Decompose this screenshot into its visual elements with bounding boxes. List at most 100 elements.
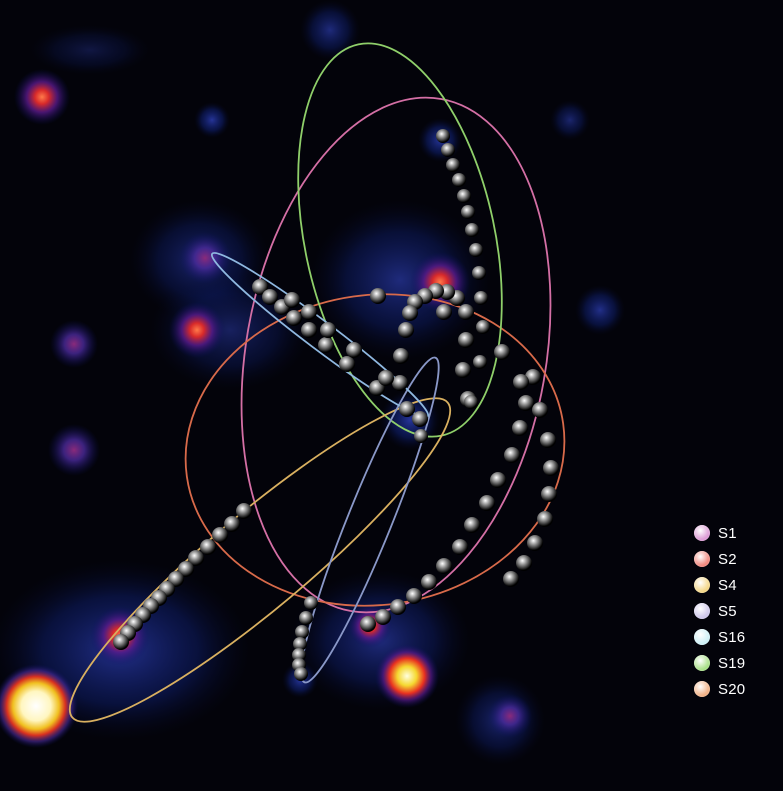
star [169,302,225,358]
star [0,664,78,748]
star [179,232,231,284]
position-dot [378,370,394,386]
position-dot [421,574,437,590]
star [50,320,98,368]
position-dot [540,432,556,448]
s1-positions [360,369,541,632]
position-dot [188,550,204,566]
position-dot [494,344,510,360]
legend-swatch [694,681,710,697]
position-dot [113,634,129,650]
position-dot [441,143,455,157]
orbit-s5 [300,356,440,684]
position-dot [537,511,553,527]
position-dot [299,611,313,625]
s20-positions [370,288,559,587]
position-dot [490,472,506,488]
legend-label: S4 [718,576,737,594]
position-dot [465,223,479,237]
position-dot [457,189,471,203]
position-dot [284,292,300,308]
legend-item-s1: S1 [694,521,774,545]
position-dot [503,571,519,587]
star [194,102,230,138]
legend-label: S19 [718,654,746,672]
position-dot [516,555,532,571]
position-dot [294,667,308,681]
s19-positions [414,129,490,443]
position-dot [360,616,376,632]
position-dot [469,243,483,257]
position-dot [532,402,548,418]
position-dot [398,322,414,338]
position-dot [464,517,480,533]
position-dot [304,596,318,610]
star [48,424,100,476]
position-dot [318,337,334,353]
position-dot [301,304,317,320]
legend-swatch [694,525,710,541]
position-dot [512,420,528,436]
position-dot [436,304,452,320]
position-dot [236,503,252,519]
position-dot [402,305,418,321]
legend-label: S5 [718,602,737,620]
position-dot [473,355,487,369]
position-dot [464,395,478,409]
position-dot [406,588,422,604]
position-dot [527,535,543,551]
position-dot [293,637,307,651]
s4-positions [113,503,252,650]
legend-label: S1 [718,524,737,542]
position-dot [375,609,391,625]
star [488,694,532,738]
legend-item-s4: S4 [694,573,774,597]
position-dot [414,429,428,443]
position-dot [399,401,415,417]
position-dot [543,460,559,476]
position-dot [458,332,474,348]
position-dot [474,291,488,305]
position-dot [541,486,557,502]
s2-positions [392,283,476,417]
position-dot [446,158,460,172]
legend-label: S2 [718,550,737,568]
position-dot [479,495,495,511]
position-dot [370,288,386,304]
legend-item-s5: S5 [694,599,774,623]
position-dot [525,369,541,385]
position-dot [392,375,408,391]
position-dot [295,625,309,639]
position-dot [518,395,534,411]
legend-swatch [694,577,710,593]
position-dot [513,374,529,390]
position-dot [452,539,468,555]
legend-swatch [694,629,710,645]
position-dot [292,648,306,662]
position-dot [436,129,450,143]
position-dot [320,322,336,338]
position-dot [393,348,409,364]
legend-item-s20: S20 [694,677,774,701]
legend-label: S16 [718,628,746,646]
star [14,69,70,125]
position-dot [472,266,486,280]
legend-swatch [694,551,710,567]
position-dot [476,320,490,334]
star [375,644,439,708]
position-dot [458,304,474,320]
position-dot [212,527,228,543]
position-dot [346,342,362,358]
position-dot [436,558,452,574]
position-dot [224,516,240,532]
position-dot [455,362,471,378]
legend: S1 S2 S4 S5 S16 S19 S20 [694,521,774,703]
position-dot [252,279,268,295]
s16-positions [252,279,428,427]
position-dot [504,447,520,463]
legend-swatch [694,603,710,619]
legend-label: S20 [718,680,746,698]
legend-item-s2: S2 [694,547,774,571]
position-dot [262,289,278,305]
